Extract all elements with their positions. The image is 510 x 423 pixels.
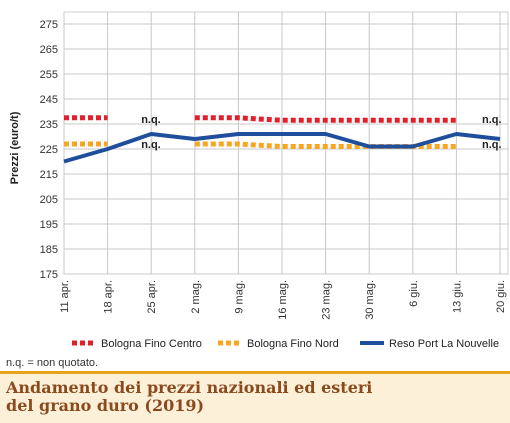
y-tick-label: 185 [40, 244, 58, 256]
y-tick-label: 195 [40, 219, 58, 231]
x-tick-label: 6 giu. [408, 280, 420, 307]
y-tick-label: 265 [40, 44, 58, 56]
caption-line-1: Andamento dei prezzi nazionali ed esteri [6, 378, 373, 397]
y-tick-label: 275 [40, 19, 58, 31]
x-tick-label: 9 mag. [233, 280, 245, 314]
annotation-nq: n.q. [141, 114, 161, 126]
footnote: n.q. = non quotato. [6, 357, 99, 369]
y-tick-label: 255 [40, 69, 58, 81]
x-tick-label: 20 giu. [495, 280, 507, 313]
annotations: n.q. n.q. n.q. n.q. [141, 114, 501, 151]
x-tick-label: 11 apr. [59, 280, 71, 313]
x-axis-ticks: 11 apr. 18 apr. 25 apr. 2 mag. 9 mag. 16 mag.… [59, 280, 507, 320]
x-tick-label: 2 mag. [190, 280, 202, 314]
x-tick-label: 13 giu. [451, 280, 463, 313]
grid [63, 11, 509, 275]
y-axis-ticks: 175 185 195 205 215 225 235 245 255 265 275 [40, 19, 58, 281]
legend-label-2: Reso Port La Nouvelle [389, 338, 499, 350]
legend-label-1: Bologna Fino Nord [247, 338, 339, 350]
caption-box: Andamento dei prezzi nazionali ed esteri… [0, 371, 510, 423]
caption-line-2: del grano duro (2019) [6, 396, 205, 415]
x-tick-label: 30 mag. [364, 280, 376, 320]
annotation-nq: n.q. [482, 139, 502, 151]
y-tick-label: 205 [40, 194, 58, 206]
y-axis-label: Prezzi (euro/t) [9, 111, 21, 184]
y-tick-label: 245 [40, 94, 58, 106]
y-tick-label: 175 [40, 269, 58, 281]
annotation-nq: n.q. [482, 114, 502, 126]
series-line-0 [194, 115, 457, 123]
y-tick-label: 215 [40, 169, 58, 181]
x-tick-label: 23 mag. [321, 280, 333, 320]
y-tick-label: 225 [40, 144, 58, 156]
x-tick-label: 18 apr. [103, 280, 115, 314]
series-line-2 [63, 132, 501, 164]
annotation-nq: n.q. [141, 139, 161, 151]
x-tick-label: 16 mag. [277, 280, 289, 320]
series-lines [63, 115, 501, 164]
legend: Bologna Fino Centro Bologna Fino Nord Reso… [72, 338, 499, 350]
x-tick-label: 25 apr. [146, 280, 158, 314]
y-tick-label: 235 [40, 119, 58, 131]
legend-label-0: Bologna Fino Centro [101, 338, 202, 350]
price-chart: 175 185 195 205 215 225 235 245 255 265 275 11 apr… [9, 11, 509, 350]
